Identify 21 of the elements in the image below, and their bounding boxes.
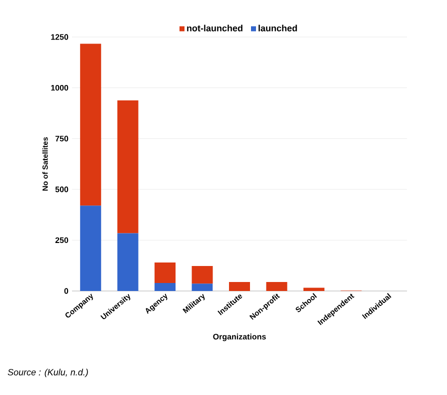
bar	[192, 284, 213, 291]
legend-label: not-launched	[187, 24, 242, 32]
source-note: Source : (Kulu, n.d.)	[8, 368, 88, 378]
y-tick-label: 0	[64, 288, 68, 294]
bar	[303, 288, 324, 291]
bar	[117, 100, 138, 234]
bar	[192, 266, 213, 284]
y-tick-label: 250	[55, 237, 68, 244]
bar	[266, 282, 288, 291]
y-tick-label: 1250	[51, 34, 68, 40]
y-tick-label: 750	[55, 136, 68, 142]
y-tick-label: 500	[55, 186, 68, 192]
bar	[154, 262, 176, 284]
bar	[80, 44, 102, 206]
bar	[228, 282, 250, 291]
bar	[154, 283, 176, 291]
bar	[80, 206, 102, 291]
x-axis-title: Organizations	[213, 334, 266, 342]
legend-label: launched	[258, 24, 297, 32]
y-tick-label: 1000	[51, 84, 68, 91]
bar	[117, 233, 138, 291]
